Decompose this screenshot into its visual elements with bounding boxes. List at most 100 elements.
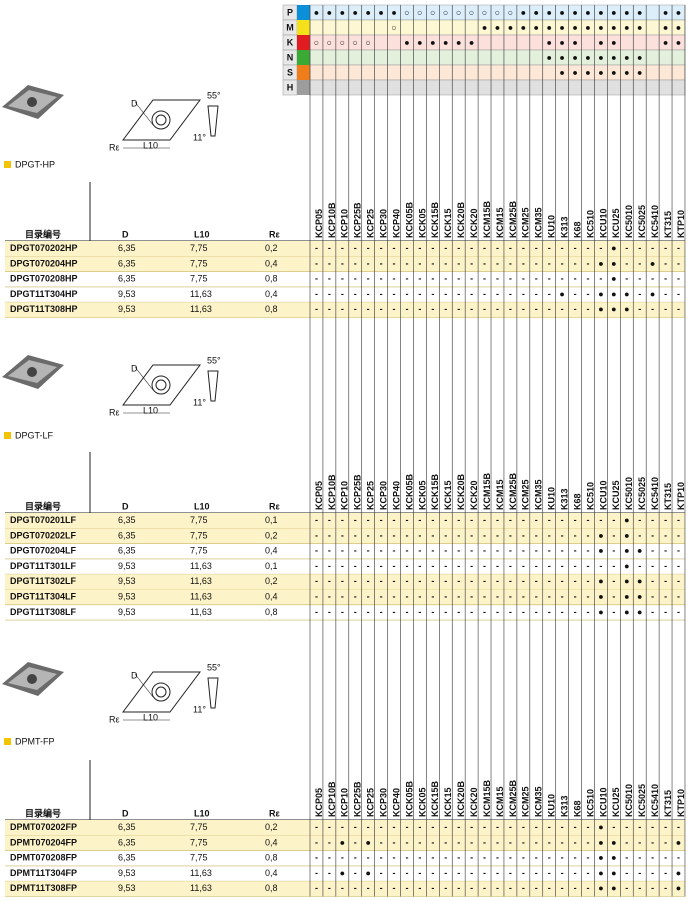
item-l10: 11,63 (190, 607, 212, 617)
material-cell: ● (624, 67, 629, 77)
grade-label: KCM15B (482, 779, 492, 817)
item-d: 6,35 (118, 515, 136, 525)
title-bullet (4, 161, 11, 168)
item-l10: 7,75 (190, 258, 208, 268)
grade-cell: - (367, 258, 370, 268)
grade-cell: - (470, 515, 473, 525)
grade-cell: - (483, 592, 486, 602)
material-cell: ○ (404, 7, 409, 17)
grade-cell: - (393, 868, 396, 878)
grade-label: KC5025 (637, 205, 647, 238)
item-code: DPGT070202LF (10, 530, 77, 540)
item-code: DPMT070204FP (10, 837, 77, 847)
grade-cell: - (315, 576, 318, 586)
grade-cell: - (444, 274, 447, 284)
grade-cell: - (470, 592, 473, 602)
material-cell: ● (611, 7, 616, 17)
grade-cell: ● (598, 576, 603, 586)
material-cell: ● (624, 52, 629, 62)
grade-cell: - (418, 853, 421, 863)
grade-cell: - (393, 515, 396, 525)
diagram-label: 11° (193, 132, 206, 142)
grade-label: KCP10 (340, 209, 350, 238)
material-cell: ● (663, 22, 668, 32)
material-cell: ● (676, 22, 681, 32)
material-cell: ○ (456, 7, 461, 17)
item-code: DPGT070202HP (10, 243, 78, 253)
grade-label: KCP30 (378, 481, 388, 510)
item-r: 0,8 (265, 883, 278, 893)
material-code: S (287, 67, 293, 77)
grade-cell: - (431, 868, 434, 878)
grade-cell: - (328, 243, 331, 253)
material-cell: ● (495, 22, 500, 32)
grade-cell: ● (676, 883, 681, 893)
item-r: 0,8 (265, 607, 278, 617)
grade-cell: - (418, 592, 421, 602)
grade-cell: - (586, 289, 589, 299)
grade-cell: - (574, 546, 577, 556)
diagram-insert (122, 364, 201, 406)
row-highlight (5, 835, 685, 851)
item-d: 9,53 (118, 883, 136, 893)
grade-cell: - (367, 561, 370, 571)
grade-cell: - (431, 592, 434, 602)
grade-cell: - (535, 868, 538, 878)
diagram-label: Rε (109, 714, 120, 724)
grade-cell: - (405, 822, 408, 832)
grade-cell: - (328, 607, 331, 617)
grade-cell: - (483, 576, 486, 586)
grade-cell: - (574, 274, 577, 284)
grade-cell: - (354, 258, 357, 268)
item-code: DPGT11T308LF (10, 607, 77, 617)
grade-label: KCP25B (353, 202, 363, 238)
grade-cell: - (651, 515, 654, 525)
grade-cell: - (483, 883, 486, 893)
material-cell: ● (572, 67, 577, 77)
material-cell: ● (559, 67, 564, 77)
grade-cell: - (496, 822, 499, 832)
grade-cell: - (457, 243, 460, 253)
grade-cell: - (380, 561, 383, 571)
grade-cell: - (496, 576, 499, 586)
grade-cell: - (367, 546, 370, 556)
grade-cell: - (470, 530, 473, 540)
grade-label: KCK20 (469, 480, 479, 510)
section-title: DPGT-HP (15, 159, 55, 169)
grade-cell: - (677, 853, 680, 863)
grade-cell: - (677, 576, 680, 586)
diagram-label: 11° (193, 704, 206, 714)
row-highlight (5, 881, 685, 897)
material-code: N (287, 52, 294, 62)
material-cell: ● (585, 67, 590, 77)
grade-cell: - (509, 258, 512, 268)
grade-cell: - (664, 853, 667, 863)
item-code: DPGT11T301LF (10, 561, 77, 571)
grade-label: KCP40 (391, 209, 401, 238)
grade-cell: - (535, 515, 538, 525)
material-cell: ● (314, 7, 319, 17)
grade-label: KU10 (547, 487, 557, 510)
grade-cell: - (405, 304, 408, 314)
grade-cell: - (612, 822, 615, 832)
grade-cell: - (496, 530, 499, 540)
material-cell: ● (391, 7, 396, 17)
grade-cell: - (483, 868, 486, 878)
item-r: 0,2 (265, 530, 278, 540)
grade-cell: - (561, 546, 564, 556)
grade-cell: - (483, 561, 486, 571)
grade-cell: - (522, 561, 525, 571)
grade-cell: ● (624, 607, 629, 617)
material-cell: ● (598, 22, 603, 32)
grade-label: KCM25B (508, 472, 518, 510)
grade-cell: - (651, 592, 654, 602)
grade-cell: ● (637, 546, 642, 556)
item-code: DPMT070208FP (10, 853, 77, 863)
grade-cell: - (496, 837, 499, 847)
grade-cell: - (535, 243, 538, 253)
item-d: 9,53 (118, 868, 136, 878)
grade-cell: - (457, 837, 460, 847)
grade-cell: - (470, 822, 473, 832)
material-swatch (297, 80, 310, 95)
grade-cell: - (574, 592, 577, 602)
